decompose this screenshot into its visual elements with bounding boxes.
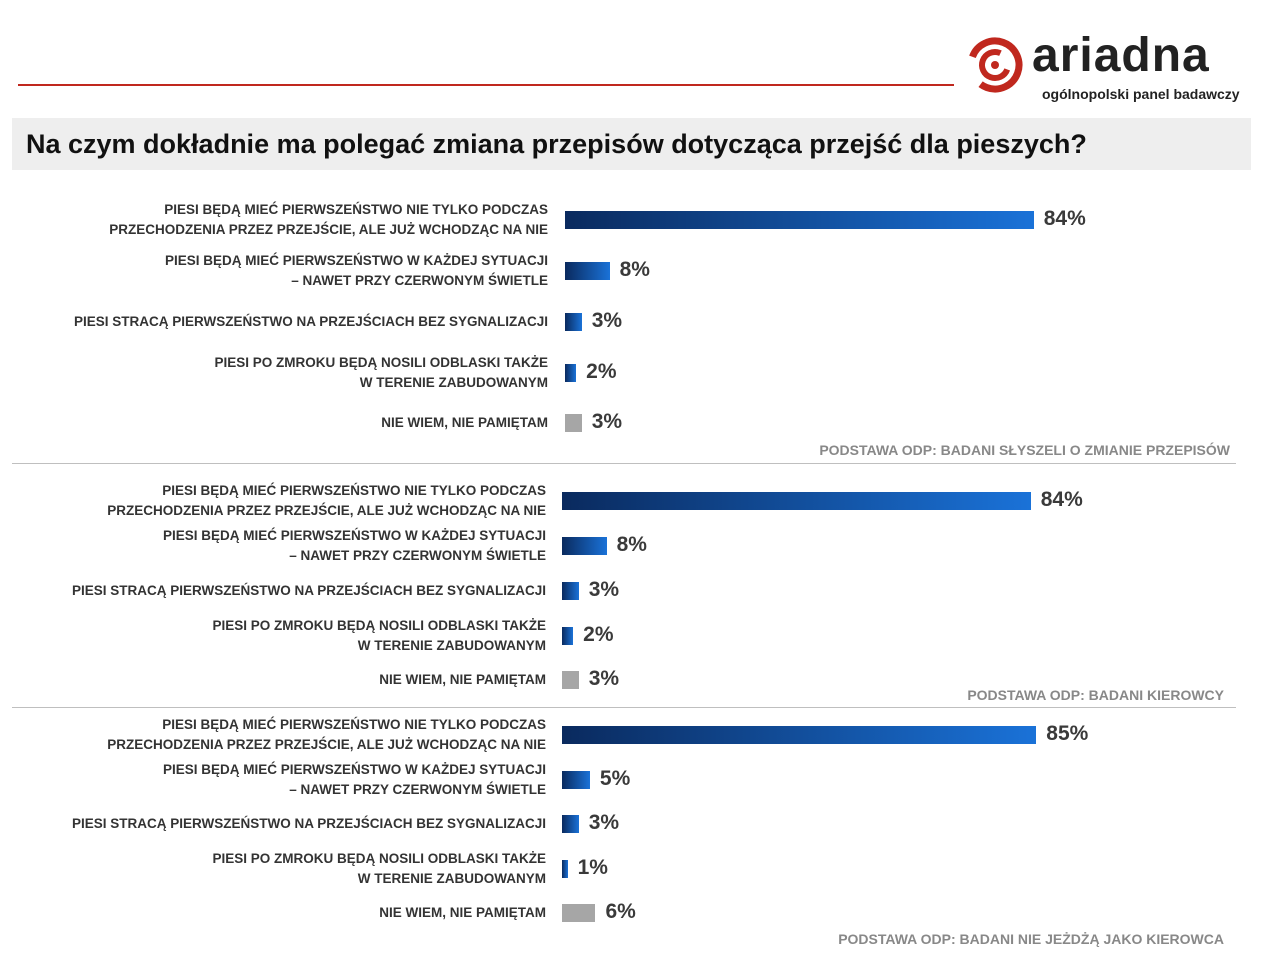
- value-label: 3%: [591, 309, 623, 332]
- bar-mark: [565, 262, 610, 280]
- section-divider: [12, 463, 1236, 464]
- bar-row: NIE WIEM, NIE PAMIĘTAM 3%: [0, 401, 1263, 445]
- category-label: PIESI BĘDĄ MIEĆ PIERWSZEŃSTWO W KAŻDEJ S…: [162, 528, 546, 563]
- category-label: PIESI BĘDĄ MIEĆ PIERWSZEŃSTWO NIE TYLKO …: [109, 202, 548, 237]
- category-label: NIE WIEM, NIE PAMIĘTAM: [379, 905, 546, 920]
- brand-tagline: ogólnopolski panel badawczy: [1042, 86, 1240, 102]
- bar-row: PIESI BĘDĄ MIEĆ PIERWSZEŃSTWO W KAŻDEJ S…: [0, 758, 1263, 802]
- bar-mark: [565, 211, 1034, 229]
- bar-mark: [562, 627, 574, 645]
- basis-note: PODSTAWA ODP: BADANI NIE JEŻDŻĄ JAKO KIE…: [838, 931, 1224, 947]
- bar-mark: [562, 860, 568, 878]
- value-label: 8%: [616, 533, 647, 556]
- basis-note: PODSTAWA ODP: BADANI SŁYSZELI O ZMIANIE …: [819, 442, 1230, 458]
- bar-mark: [562, 726, 1037, 744]
- bar-row: PIESI PO ZMROKU BĘDĄ NOSILI ODBLASKI TAK…: [0, 847, 1263, 891]
- category-label: PIESI BĘDĄ MIEĆ PIERWSZEŃSTWO NIE TYLKO …: [107, 483, 546, 518]
- ariadna-logo-icon: [967, 37, 1023, 93]
- bar-mark: [562, 492, 1031, 510]
- category-label: PIESI PO ZMROKU BĘDĄ NOSILI ODBLASKI TAK…: [212, 851, 546, 886]
- bar-mark: [562, 771, 590, 789]
- section-divider: [12, 707, 1236, 708]
- bar-row: PIESI PO ZMROKU BĘDĄ NOSILI ODBLASKI TAK…: [0, 351, 1263, 395]
- title-bar: Na czym dokładnie ma polegać zmiana prze…: [12, 118, 1251, 170]
- category-label: PIESI STRACĄ PIERWSZEŃSTWO NA PRZEJŚCIAC…: [73, 314, 548, 329]
- category-label: PIESI BĘDĄ MIEĆ PIERWSZEŃSTWO W KAŻDEJ S…: [162, 762, 546, 797]
- value-label: 6%: [605, 900, 636, 923]
- value-label: 8%: [619, 258, 650, 281]
- category-label: PIESI BĘDĄ MIEĆ PIERWSZEŃSTWO W KAŻDEJ S…: [164, 253, 548, 288]
- brand-logo: ariadna ogólnopolski panel badawczy: [966, 29, 1256, 108]
- bar-row: PIESI BĘDĄ MIEĆ PIERWSZEŃSTWO W KAŻDEJ S…: [0, 249, 1263, 293]
- category-label: PIESI PO ZMROKU BĘDĄ NOSILI ODBLASKI TAK…: [214, 355, 548, 390]
- category-label: PIESI STRACĄ PIERWSZEŃSTWO NA PRZEJŚCIAC…: [71, 583, 546, 598]
- value-label: 85%: [1046, 722, 1089, 745]
- header-divider: [18, 84, 954, 86]
- bar-mark: [562, 904, 596, 922]
- bar-mark: [562, 671, 579, 689]
- value-label: 2%: [586, 360, 617, 383]
- bar-mark: [565, 414, 582, 432]
- value-label: 84%: [1040, 488, 1083, 511]
- basis-note: PODSTAWA ODP: BADANI KIEROWCY: [967, 687, 1224, 703]
- page-title: Na czym dokładnie ma polegać zmiana prze…: [26, 129, 1087, 159]
- value-label: 3%: [591, 410, 623, 433]
- brand-name: ariadna: [1032, 29, 1210, 82]
- category-label: PIESI BĘDĄ MIEĆ PIERWSZEŃSTWO NIE TYLKO …: [107, 717, 546, 752]
- bar-mark: [565, 364, 577, 382]
- bar-row: PIESI STRACĄ PIERWSZEŃSTWO NA PRZEJŚCIAC…: [0, 802, 1263, 846]
- value-label: 2%: [583, 623, 614, 646]
- value-label: 5%: [599, 767, 631, 790]
- value-label: 3%: [588, 811, 620, 834]
- bar-row: NIE WIEM, NIE PAMIĘTAM 3%: [0, 658, 1263, 702]
- value-label: 3%: [588, 667, 620, 690]
- bar-row: PIESI BĘDĄ MIEĆ PIERWSZEŃSTWO W KAŻDEJ S…: [0, 524, 1263, 568]
- category-label: PIESI STRACĄ PIERWSZEŃSTWO NA PRZEJŚCIAC…: [71, 816, 546, 831]
- bar-row: PIESI BĘDĄ MIEĆ PIERWSZEŃSTWO NIE TYLKO …: [0, 198, 1263, 242]
- bar-row: PIESI PO ZMROKU BĘDĄ NOSILI ODBLASKI TAK…: [0, 614, 1263, 658]
- bar-mark: [562, 537, 607, 555]
- bar-row: PIESI BĘDĄ MIEĆ PIERWSZEŃSTWO NIE TYLKO …: [0, 713, 1263, 757]
- bar-mark: [562, 815, 579, 833]
- bar-row: PIESI STRACĄ PIERWSZEŃSTWO NA PRZEJŚCIAC…: [0, 300, 1263, 344]
- category-label: NIE WIEM, NIE PAMIĘTAM: [381, 415, 548, 430]
- value-label: 1%: [577, 856, 608, 879]
- value-label: 84%: [1043, 207, 1086, 230]
- bar-row: PIESI BĘDĄ MIEĆ PIERWSZEŃSTWO NIE TYLKO …: [0, 479, 1263, 523]
- value-label: 3%: [588, 578, 620, 601]
- bar-row: NIE WIEM, NIE PAMIĘTAM 6%: [0, 891, 1263, 935]
- bar-row: PIESI STRACĄ PIERWSZEŃSTWO NA PRZEJŚCIAC…: [0, 569, 1263, 613]
- bar-mark: [562, 582, 579, 600]
- category-label: PIESI PO ZMROKU BĘDĄ NOSILI ODBLASKI TAK…: [212, 618, 546, 653]
- bar-mark: [565, 313, 582, 331]
- category-label: NIE WIEM, NIE PAMIĘTAM: [379, 672, 546, 687]
